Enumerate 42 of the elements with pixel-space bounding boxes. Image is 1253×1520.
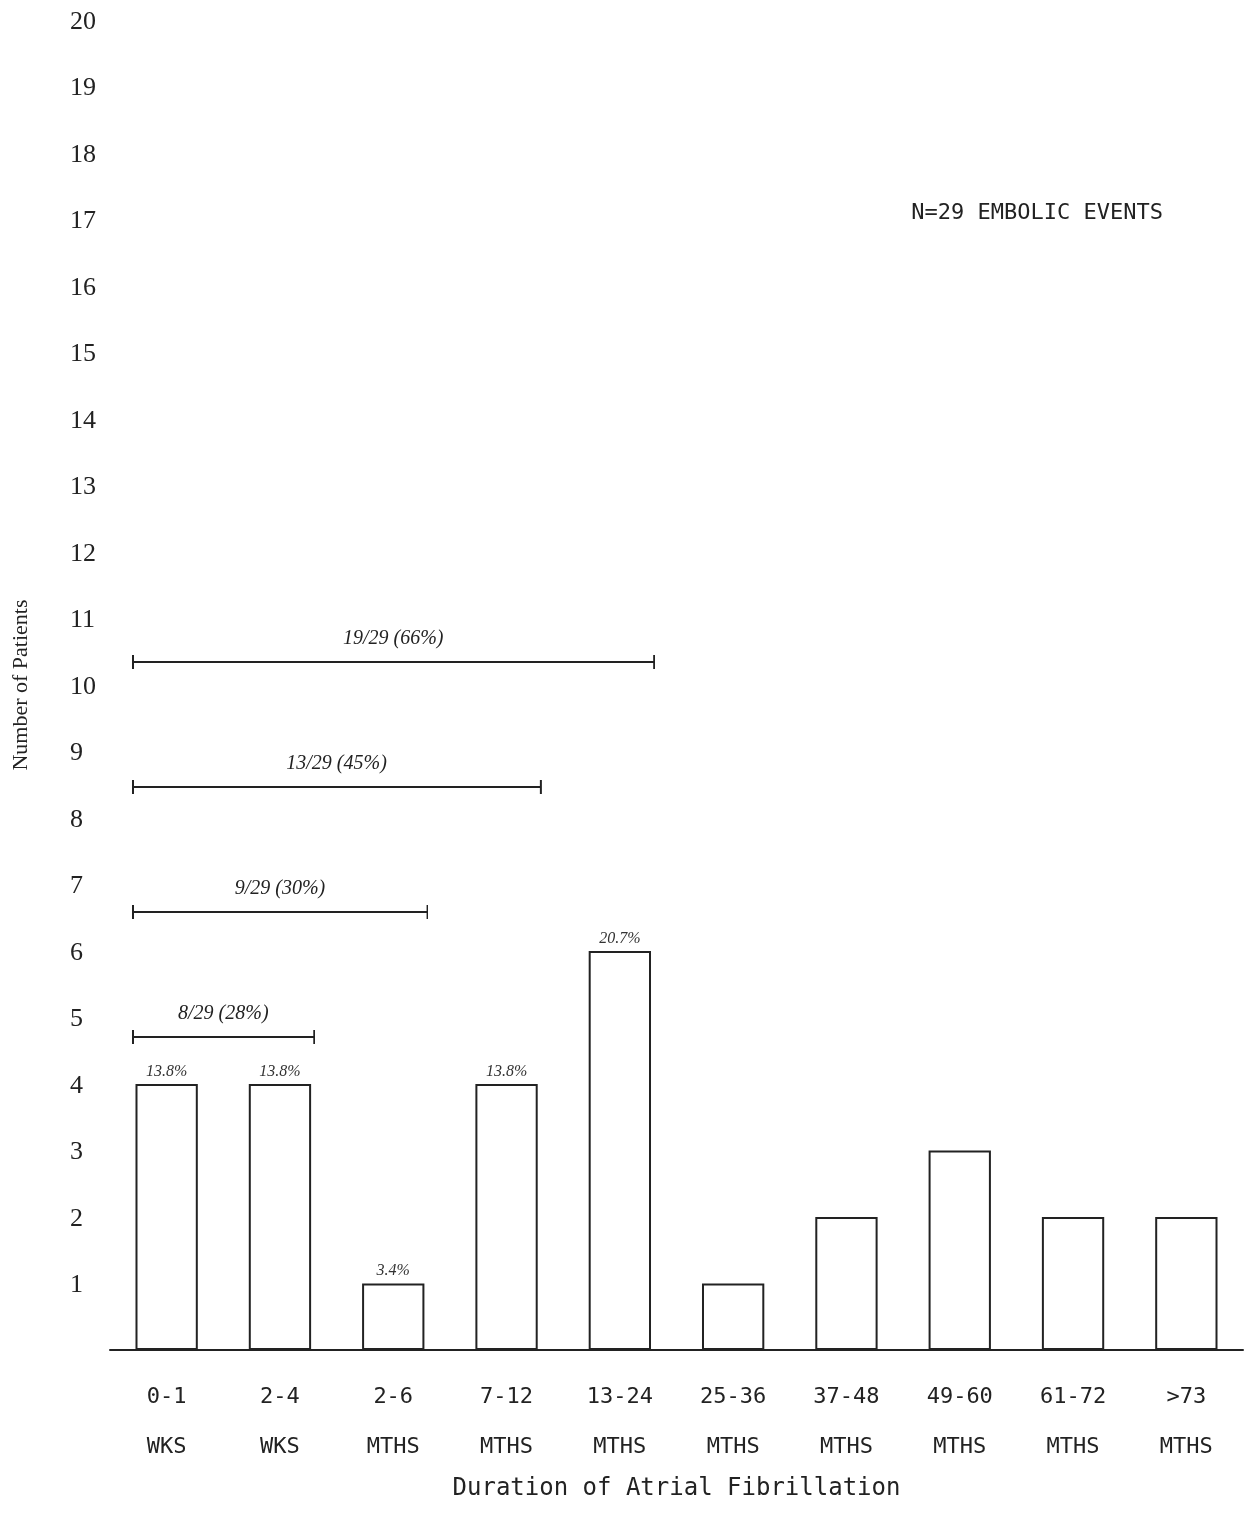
annotation: 13.8%: [145, 1061, 188, 1079]
y-tick-label: 18: [70, 138, 96, 168]
y-tick-label: 14: [70, 404, 96, 434]
x-tick-label: 13-24 MTHS: [586, 1382, 653, 1458]
y-tick-label: 8: [70, 803, 83, 833]
y-tick-label: 4: [70, 1069, 83, 1099]
x-tick-label: >73 MTHS: [1159, 1382, 1213, 1458]
y-tick-label: 12: [70, 537, 96, 567]
y-tick-label: 9: [70, 737, 83, 766]
annotation: 13.8%: [259, 1061, 301, 1079]
y-tick-label: 13: [70, 471, 96, 500]
annotation: N=29 EMBOLIC EVENTS: [911, 198, 1164, 224]
x-axis-title: Duration of Atrial Fibrillation: [452, 1472, 901, 1501]
x-tick-label: 2-6 MTHS: [366, 1382, 420, 1458]
annotation: 8/29 (28%): [177, 1001, 270, 1025]
annotation: 19/29 (66%): [341, 626, 445, 650]
y-tick-label: 1: [70, 1269, 83, 1298]
x-tick-label: 61-72 MTHS: [1039, 1382, 1107, 1458]
annotation: 3.4%: [375, 1261, 410, 1278]
x-tick-label: 7-12 MTHS: [480, 1382, 534, 1458]
annotation: 13/29 (45%): [285, 751, 388, 775]
x-tick-label: 37-48 MTHS: [813, 1382, 880, 1458]
y-tick-label: 20: [70, 5, 96, 35]
y-tick-label: 2: [70, 1202, 83, 1232]
y-tick-label: 15: [70, 338, 96, 367]
y-tick-label: 7: [70, 870, 83, 899]
x-tick-label: 25-36 MTHS: [700, 1382, 767, 1458]
y-tick-label: 3: [70, 1136, 83, 1165]
y-tick-label: 10: [70, 670, 96, 700]
annotation: 9/29 (30%): [233, 876, 327, 900]
y-tick-label: 6: [70, 936, 83, 966]
y-axis-title: Number of Patients: [6, 599, 32, 771]
x-tick-label: 0-1 WKS: [146, 1382, 187, 1458]
annotation: 13.8%: [485, 1061, 528, 1079]
y-tick-label: 19: [70, 72, 96, 101]
y-tick-label: 5: [70, 1003, 83, 1032]
x-tick-label: 2-4 WKS: [260, 1382, 300, 1458]
y-tick-label: 11: [70, 604, 96, 633]
x-tick-label: 49-60 MTHS: [926, 1382, 993, 1458]
annotation: 20.7%: [599, 928, 641, 946]
y-tick-label: 16: [70, 271, 96, 301]
y-tick-label: 17: [70, 205, 96, 234]
